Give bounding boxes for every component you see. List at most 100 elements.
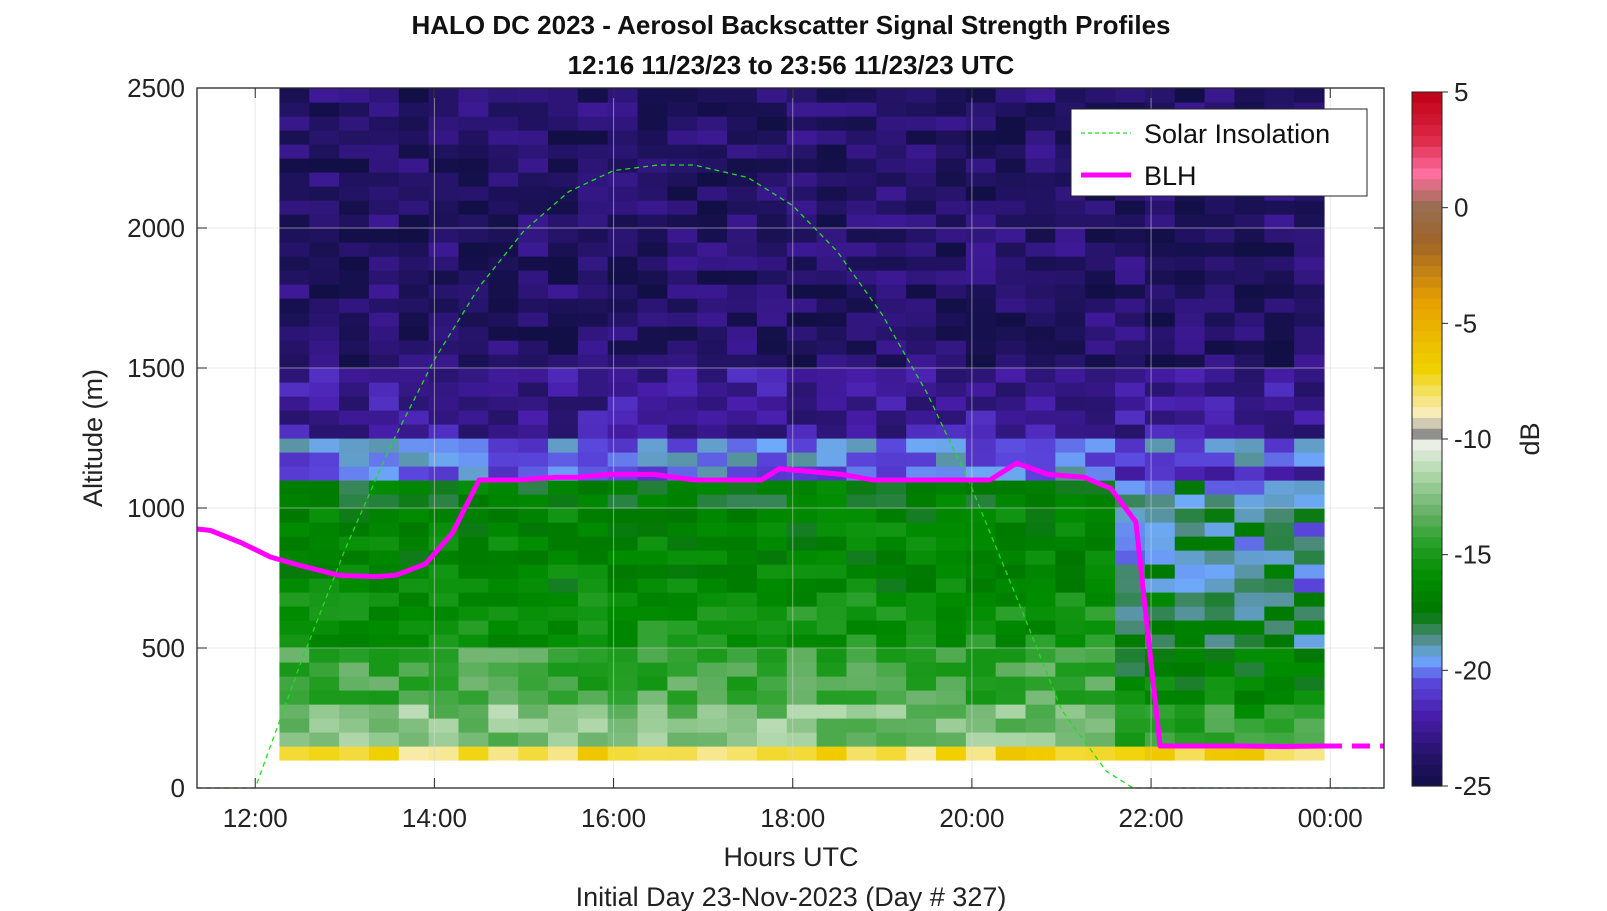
heat-cell <box>1144 438 1176 453</box>
heat-cell <box>279 592 310 607</box>
heat-cell <box>846 200 877 215</box>
heat-cell <box>846 354 877 369</box>
colorbar-cell <box>1412 406 1442 418</box>
colorbar-cell <box>1412 124 1442 136</box>
heat-cell <box>368 578 400 593</box>
heat-cell <box>846 592 877 607</box>
heat-cell <box>756 550 788 565</box>
heat-cell <box>936 410 967 425</box>
heat-cell <box>1144 312 1176 327</box>
heat-cell <box>279 438 310 453</box>
heat-cell <box>727 522 758 537</box>
heat-cell <box>637 438 668 453</box>
heat-cell <box>428 298 460 313</box>
heat-cell <box>1025 354 1056 369</box>
heat-cell <box>518 438 549 453</box>
heat-cell <box>667 242 698 257</box>
heat-cell <box>398 522 430 537</box>
heat-cell <box>339 284 370 299</box>
heat-cell <box>309 606 340 621</box>
heat-cell <box>906 536 937 551</box>
heat-cell <box>458 704 489 719</box>
heat-cell <box>607 634 639 649</box>
heat-cell <box>428 312 460 327</box>
heat-cell <box>577 368 609 383</box>
heat-cell <box>368 746 400 761</box>
heat-cell <box>488 480 519 495</box>
heat-cell <box>786 676 818 691</box>
colorbar-cell <box>1412 460 1442 473</box>
heat-cell <box>727 536 758 551</box>
heat-cell <box>279 354 310 369</box>
heat-cell <box>995 522 1027 537</box>
heat-cell <box>846 242 877 257</box>
heat-cell <box>846 564 877 579</box>
y-tick-label: 2000 <box>127 213 185 243</box>
heat-cell <box>697 592 728 607</box>
heat-cell <box>936 298 967 313</box>
heat-cell <box>667 298 698 313</box>
heat-cell <box>667 718 698 733</box>
heat-cell <box>786 312 818 327</box>
heat-cell <box>697 270 728 285</box>
heat-cell <box>548 200 579 215</box>
heat-cell <box>1055 536 1086 551</box>
heat-cell <box>965 508 997 523</box>
heat-cell <box>577 704 609 719</box>
heat-cell <box>936 536 967 551</box>
heat-cell <box>697 144 728 159</box>
heat-cell <box>577 536 609 551</box>
heat-cell <box>428 200 460 215</box>
heat-cell <box>428 480 460 495</box>
heat-cell <box>1174 214 1206 229</box>
heat-cell <box>936 158 967 173</box>
heat-cell <box>637 746 668 761</box>
heat-cell <box>518 452 549 467</box>
heat-cell <box>577 578 609 593</box>
heat-cell <box>697 354 728 369</box>
heat-cell <box>1055 522 1086 537</box>
heat-cell <box>488 284 519 299</box>
heat-cell <box>1144 704 1176 719</box>
heat-cell <box>637 662 668 677</box>
heat-cell <box>1234 368 1265 383</box>
heat-cell <box>368 130 400 145</box>
heat-cell <box>786 284 818 299</box>
heat-cell <box>1174 284 1206 299</box>
heat-cell <box>428 214 460 229</box>
heat-cell <box>577 102 609 117</box>
colorbar-cell <box>1412 157 1442 169</box>
heat-cell <box>1115 382 1146 397</box>
heat-cell <box>1144 424 1176 439</box>
heat-cell <box>488 326 519 341</box>
heat-cell <box>1025 410 1056 425</box>
heat-cell <box>548 270 579 285</box>
heat-cell <box>786 368 818 383</box>
heat-cell <box>936 340 967 355</box>
heat-cell <box>906 158 937 173</box>
heat-cell <box>368 256 400 271</box>
heat-cell <box>697 340 728 355</box>
heat-cell <box>1204 578 1236 593</box>
heat-cell <box>727 186 758 201</box>
heat-cell <box>816 256 848 271</box>
heat-cell <box>1294 494 1325 509</box>
heat-cell <box>368 424 400 439</box>
heat-cell <box>816 522 848 537</box>
heat-cell <box>577 452 609 467</box>
heat-cell <box>697 634 728 649</box>
heat-cell <box>727 578 758 593</box>
heat-cell <box>876 746 907 761</box>
heat-cell <box>786 550 818 565</box>
colorbar-cell <box>1412 601 1442 614</box>
heat-cell <box>876 298 907 313</box>
heat-cell <box>488 606 519 621</box>
heat-cell <box>1174 508 1206 523</box>
heat-cell <box>488 620 519 635</box>
heat-cell <box>965 102 997 117</box>
heat-cell <box>339 494 370 509</box>
heat-cell <box>697 620 728 635</box>
heat-cell <box>398 536 430 551</box>
heat-cell <box>458 130 489 145</box>
heat-cell <box>786 648 818 663</box>
